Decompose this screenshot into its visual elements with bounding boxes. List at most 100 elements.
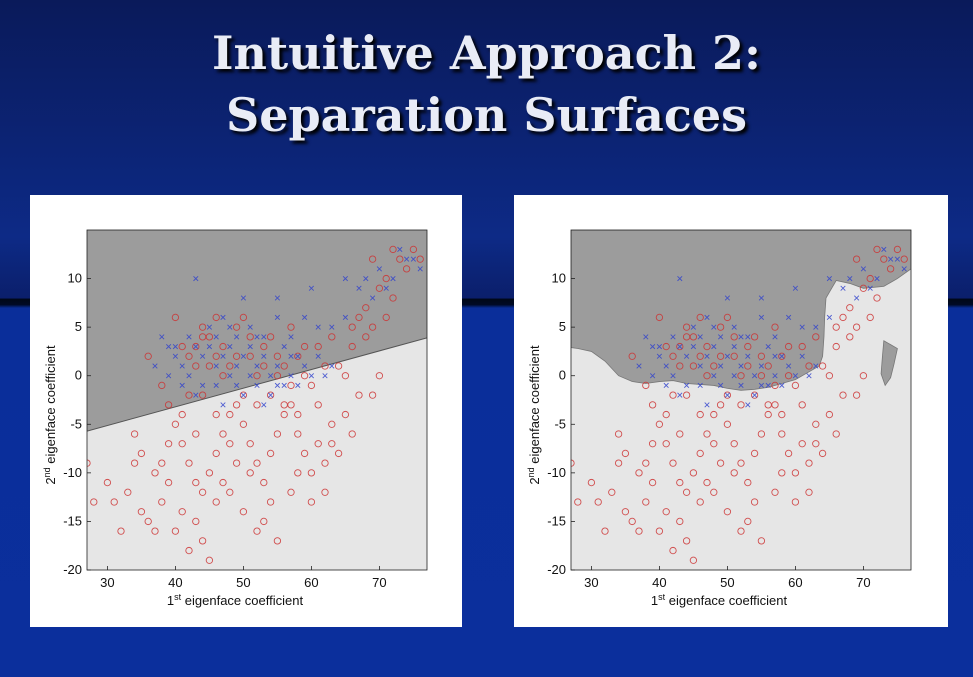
point-circle <box>294 410 302 419</box>
point-cross <box>227 373 233 379</box>
point-circle <box>253 527 261 535</box>
point-circle <box>689 362 698 370</box>
point-circle <box>219 342 227 351</box>
point-cross <box>731 324 737 330</box>
point-circle <box>669 352 677 360</box>
point-circle <box>205 556 214 564</box>
point-circle <box>124 488 132 496</box>
point-circle <box>300 372 309 380</box>
point-circle <box>192 478 200 487</box>
point-circle <box>873 294 881 302</box>
point-circle <box>246 352 254 360</box>
point-cross <box>758 382 765 389</box>
point-circle <box>151 527 159 535</box>
point-cross <box>193 392 199 398</box>
point-circle <box>144 352 152 360</box>
point-cross <box>369 295 376 301</box>
point-circle <box>682 391 691 399</box>
point-circle <box>676 342 684 351</box>
point-circle <box>818 449 827 458</box>
point-circle <box>226 440 234 448</box>
point-circle <box>348 323 356 331</box>
point-cross <box>261 353 267 359</box>
point-cross <box>799 353 805 359</box>
point-circle <box>307 381 316 390</box>
x-tick-label: 60 <box>304 575 318 590</box>
point-circle <box>212 313 220 322</box>
point-circle <box>328 420 336 428</box>
point-circle <box>219 372 227 380</box>
point-cross <box>397 246 403 253</box>
point-circle <box>832 342 840 351</box>
point-circle <box>239 313 248 322</box>
point-cross <box>213 382 219 389</box>
point-circle <box>791 498 800 506</box>
point-circle <box>321 459 329 467</box>
point-circle <box>151 469 159 477</box>
point-circle <box>696 410 704 419</box>
point-circle <box>321 362 329 370</box>
point-circle <box>778 352 786 360</box>
point-circle <box>375 372 384 380</box>
point-circle <box>696 449 704 458</box>
title-line-1: Intuitive Approach 2: <box>211 26 762 80</box>
point-cross <box>274 382 281 389</box>
point-cross <box>697 363 703 369</box>
point-cross <box>206 343 213 350</box>
point-circle <box>866 274 874 283</box>
point-cross <box>186 373 192 379</box>
point-cross <box>281 382 287 389</box>
point-cross <box>308 373 315 379</box>
point-circle <box>798 342 806 351</box>
x-tick-label: 50 <box>720 575 734 590</box>
point-circle <box>355 391 363 399</box>
x-axis-label: 1st eigenface coefficient <box>651 592 788 608</box>
point-circle <box>723 508 732 516</box>
point-circle <box>328 333 336 341</box>
point-circle <box>757 372 766 380</box>
point-cross <box>315 353 321 359</box>
point-circle <box>723 391 732 399</box>
point-cross <box>193 275 199 282</box>
point-circle <box>852 323 861 331</box>
point-circle <box>171 420 180 428</box>
point-circle <box>880 255 888 263</box>
point-cross <box>813 324 819 330</box>
point-cross <box>806 373 812 379</box>
point-circle <box>314 342 322 351</box>
point-cross <box>758 314 765 321</box>
point-circle <box>158 381 166 390</box>
point-cross <box>711 324 717 330</box>
point-cross <box>697 334 703 340</box>
point-circle <box>791 469 800 477</box>
point-cross <box>704 353 710 359</box>
point-circle <box>239 420 248 428</box>
point-circle <box>716 401 725 409</box>
point-circle <box>750 449 759 458</box>
point-circle <box>812 420 820 428</box>
point-cross <box>894 256 901 262</box>
point-circle <box>130 430 139 438</box>
point-circle <box>280 410 288 419</box>
point-circle <box>355 313 363 322</box>
point-cross <box>826 314 833 321</box>
point-circle <box>260 478 268 487</box>
y-tick-label: 0 <box>559 368 566 383</box>
point-circle <box>362 333 370 341</box>
point-circle <box>744 342 752 351</box>
point-circle <box>253 459 261 467</box>
point-cross <box>159 334 165 340</box>
point-cross <box>227 324 233 330</box>
point-circle <box>866 313 874 322</box>
point-circle <box>635 469 643 477</box>
point-circle <box>750 498 759 506</box>
point-circle <box>334 362 343 370</box>
point-circle <box>642 459 650 467</box>
point-circle <box>219 430 227 438</box>
point-circle <box>171 313 180 322</box>
point-circle <box>859 284 868 292</box>
point-cross <box>329 363 335 369</box>
point-circle <box>710 440 718 448</box>
